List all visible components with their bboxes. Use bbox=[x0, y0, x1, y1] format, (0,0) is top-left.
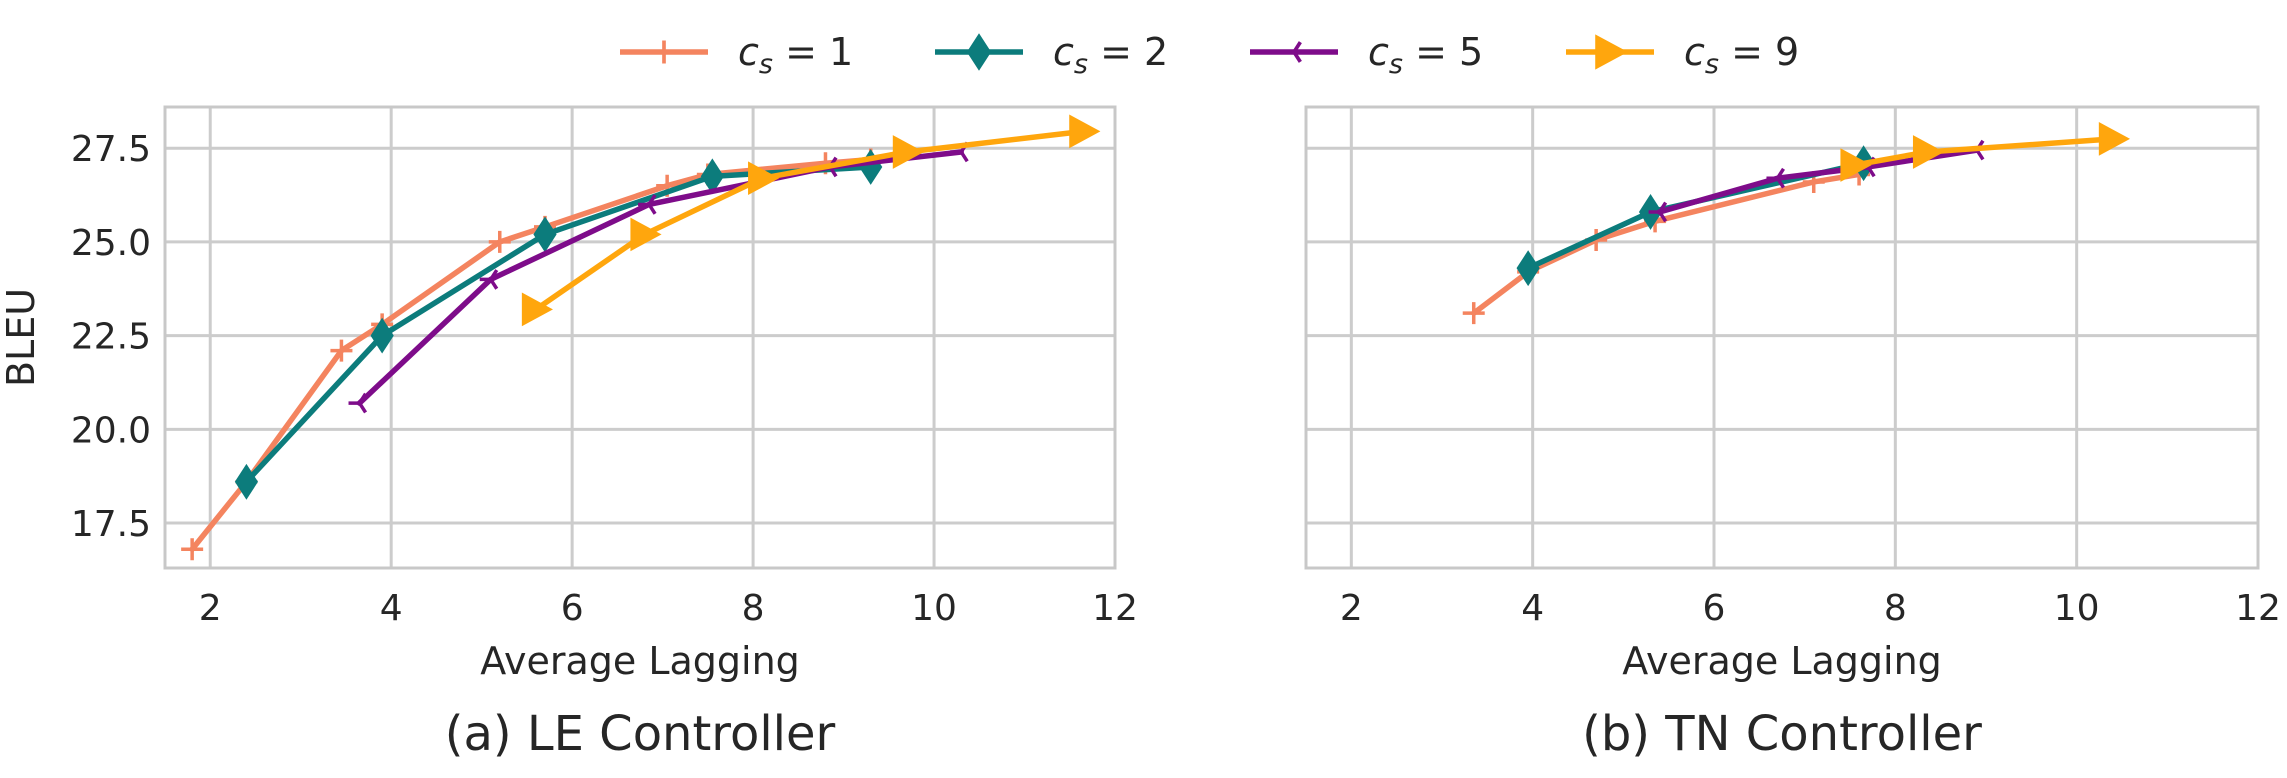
legend-label: cs = 5 bbox=[1368, 30, 1483, 80]
data-point bbox=[330, 339, 353, 362]
series-line bbox=[243, 164, 874, 485]
x-axis-label: Average Lagging bbox=[1622, 639, 1942, 683]
x-tick-label: 6 bbox=[1703, 588, 1726, 629]
x-axis-label: Average Lagging bbox=[480, 639, 800, 683]
data-point bbox=[521, 292, 554, 327]
data-point bbox=[748, 161, 780, 196]
legend-marker bbox=[652, 40, 676, 64]
x-tick-label: 4 bbox=[1521, 588, 1544, 629]
x-tick-label: 4 bbox=[380, 588, 403, 629]
data-point bbox=[1462, 302, 1485, 325]
series-cs5 bbox=[348, 141, 969, 414]
series-cs2 bbox=[234, 149, 883, 500]
data-point bbox=[348, 392, 368, 414]
x-tick-label: 6 bbox=[561, 588, 584, 629]
x-tick-label: 10 bbox=[911, 588, 957, 629]
data-point bbox=[234, 463, 259, 500]
series-cs9 bbox=[521, 114, 1101, 327]
panel-tn-controller: 2 4 6 8 10 12 Average Lagging (b) TN Controller bbox=[1304, 105, 2281, 762]
x-tick-label: 8 bbox=[742, 588, 765, 629]
series-cs2 bbox=[1516, 145, 1876, 287]
series-cs1 bbox=[181, 148, 882, 561]
legend-label: cs = 2 bbox=[1053, 30, 1168, 80]
legend-marker bbox=[1595, 34, 1628, 70]
y-tick-label: 22.5 bbox=[71, 317, 151, 358]
data-point bbox=[1648, 201, 1668, 223]
legend-marker bbox=[1282, 41, 1302, 63]
data-point bbox=[630, 217, 662, 252]
series-line bbox=[189, 156, 874, 553]
panel-subtitle: (a) LE Controller bbox=[445, 706, 836, 762]
legend-label: cs = 9 bbox=[1684, 30, 1799, 80]
data-point bbox=[488, 230, 511, 253]
legend-item: cs = 9 bbox=[1566, 30, 1799, 80]
plot-frame bbox=[163, 105, 1117, 570]
x-tick-label: 10 bbox=[2054, 588, 2100, 629]
plot-frame bbox=[1304, 105, 2260, 570]
legend-item: cs = 2 bbox=[935, 30, 1168, 80]
data-point bbox=[181, 538, 204, 561]
data-point bbox=[638, 194, 657, 215]
x-tick-label: 2 bbox=[199, 588, 222, 629]
data-point bbox=[479, 269, 499, 290]
legend-marker bbox=[966, 33, 992, 71]
y-tick-label: 17.5 bbox=[71, 504, 151, 545]
x-tick-label: 12 bbox=[1092, 588, 1138, 629]
legend-item: cs = 1 bbox=[620, 30, 853, 80]
x-tick-label: 12 bbox=[2235, 588, 2281, 629]
series-cs9 bbox=[1840, 122, 2130, 182]
data-point bbox=[370, 317, 394, 354]
data-point bbox=[1912, 135, 1945, 169]
y-tick-label: 25.0 bbox=[71, 223, 151, 264]
panel-le-controller: 2 4 6 8 10 12 17.5 20.0 22.5 25.0 27.5 Average Lagg… bbox=[0, 105, 1138, 762]
legend-label: cs = 1 bbox=[738, 30, 853, 80]
x-tick-label: 2 bbox=[1340, 588, 1363, 629]
legend-item: cs = 5 bbox=[1250, 30, 1483, 80]
y-axis-label: BLEU bbox=[0, 288, 43, 387]
data-point bbox=[1840, 148, 1872, 182]
legend: cs = 1 cs = 2 cs = 5 cs = 9 bbox=[620, 30, 1799, 80]
series-cs1 bbox=[1462, 163, 1871, 325]
y-tick-label: 20.0 bbox=[71, 410, 151, 451]
y-tick-label: 27.5 bbox=[71, 129, 151, 170]
data-point bbox=[892, 135, 924, 169]
x-tick-label: 8 bbox=[1884, 588, 1907, 629]
data-point bbox=[1069, 114, 1101, 149]
data-point bbox=[1766, 167, 1785, 189]
panel-subtitle: (b) TN Controller bbox=[1582, 706, 1982, 762]
data-point bbox=[2098, 122, 2130, 156]
data-point bbox=[1516, 250, 1540, 287]
